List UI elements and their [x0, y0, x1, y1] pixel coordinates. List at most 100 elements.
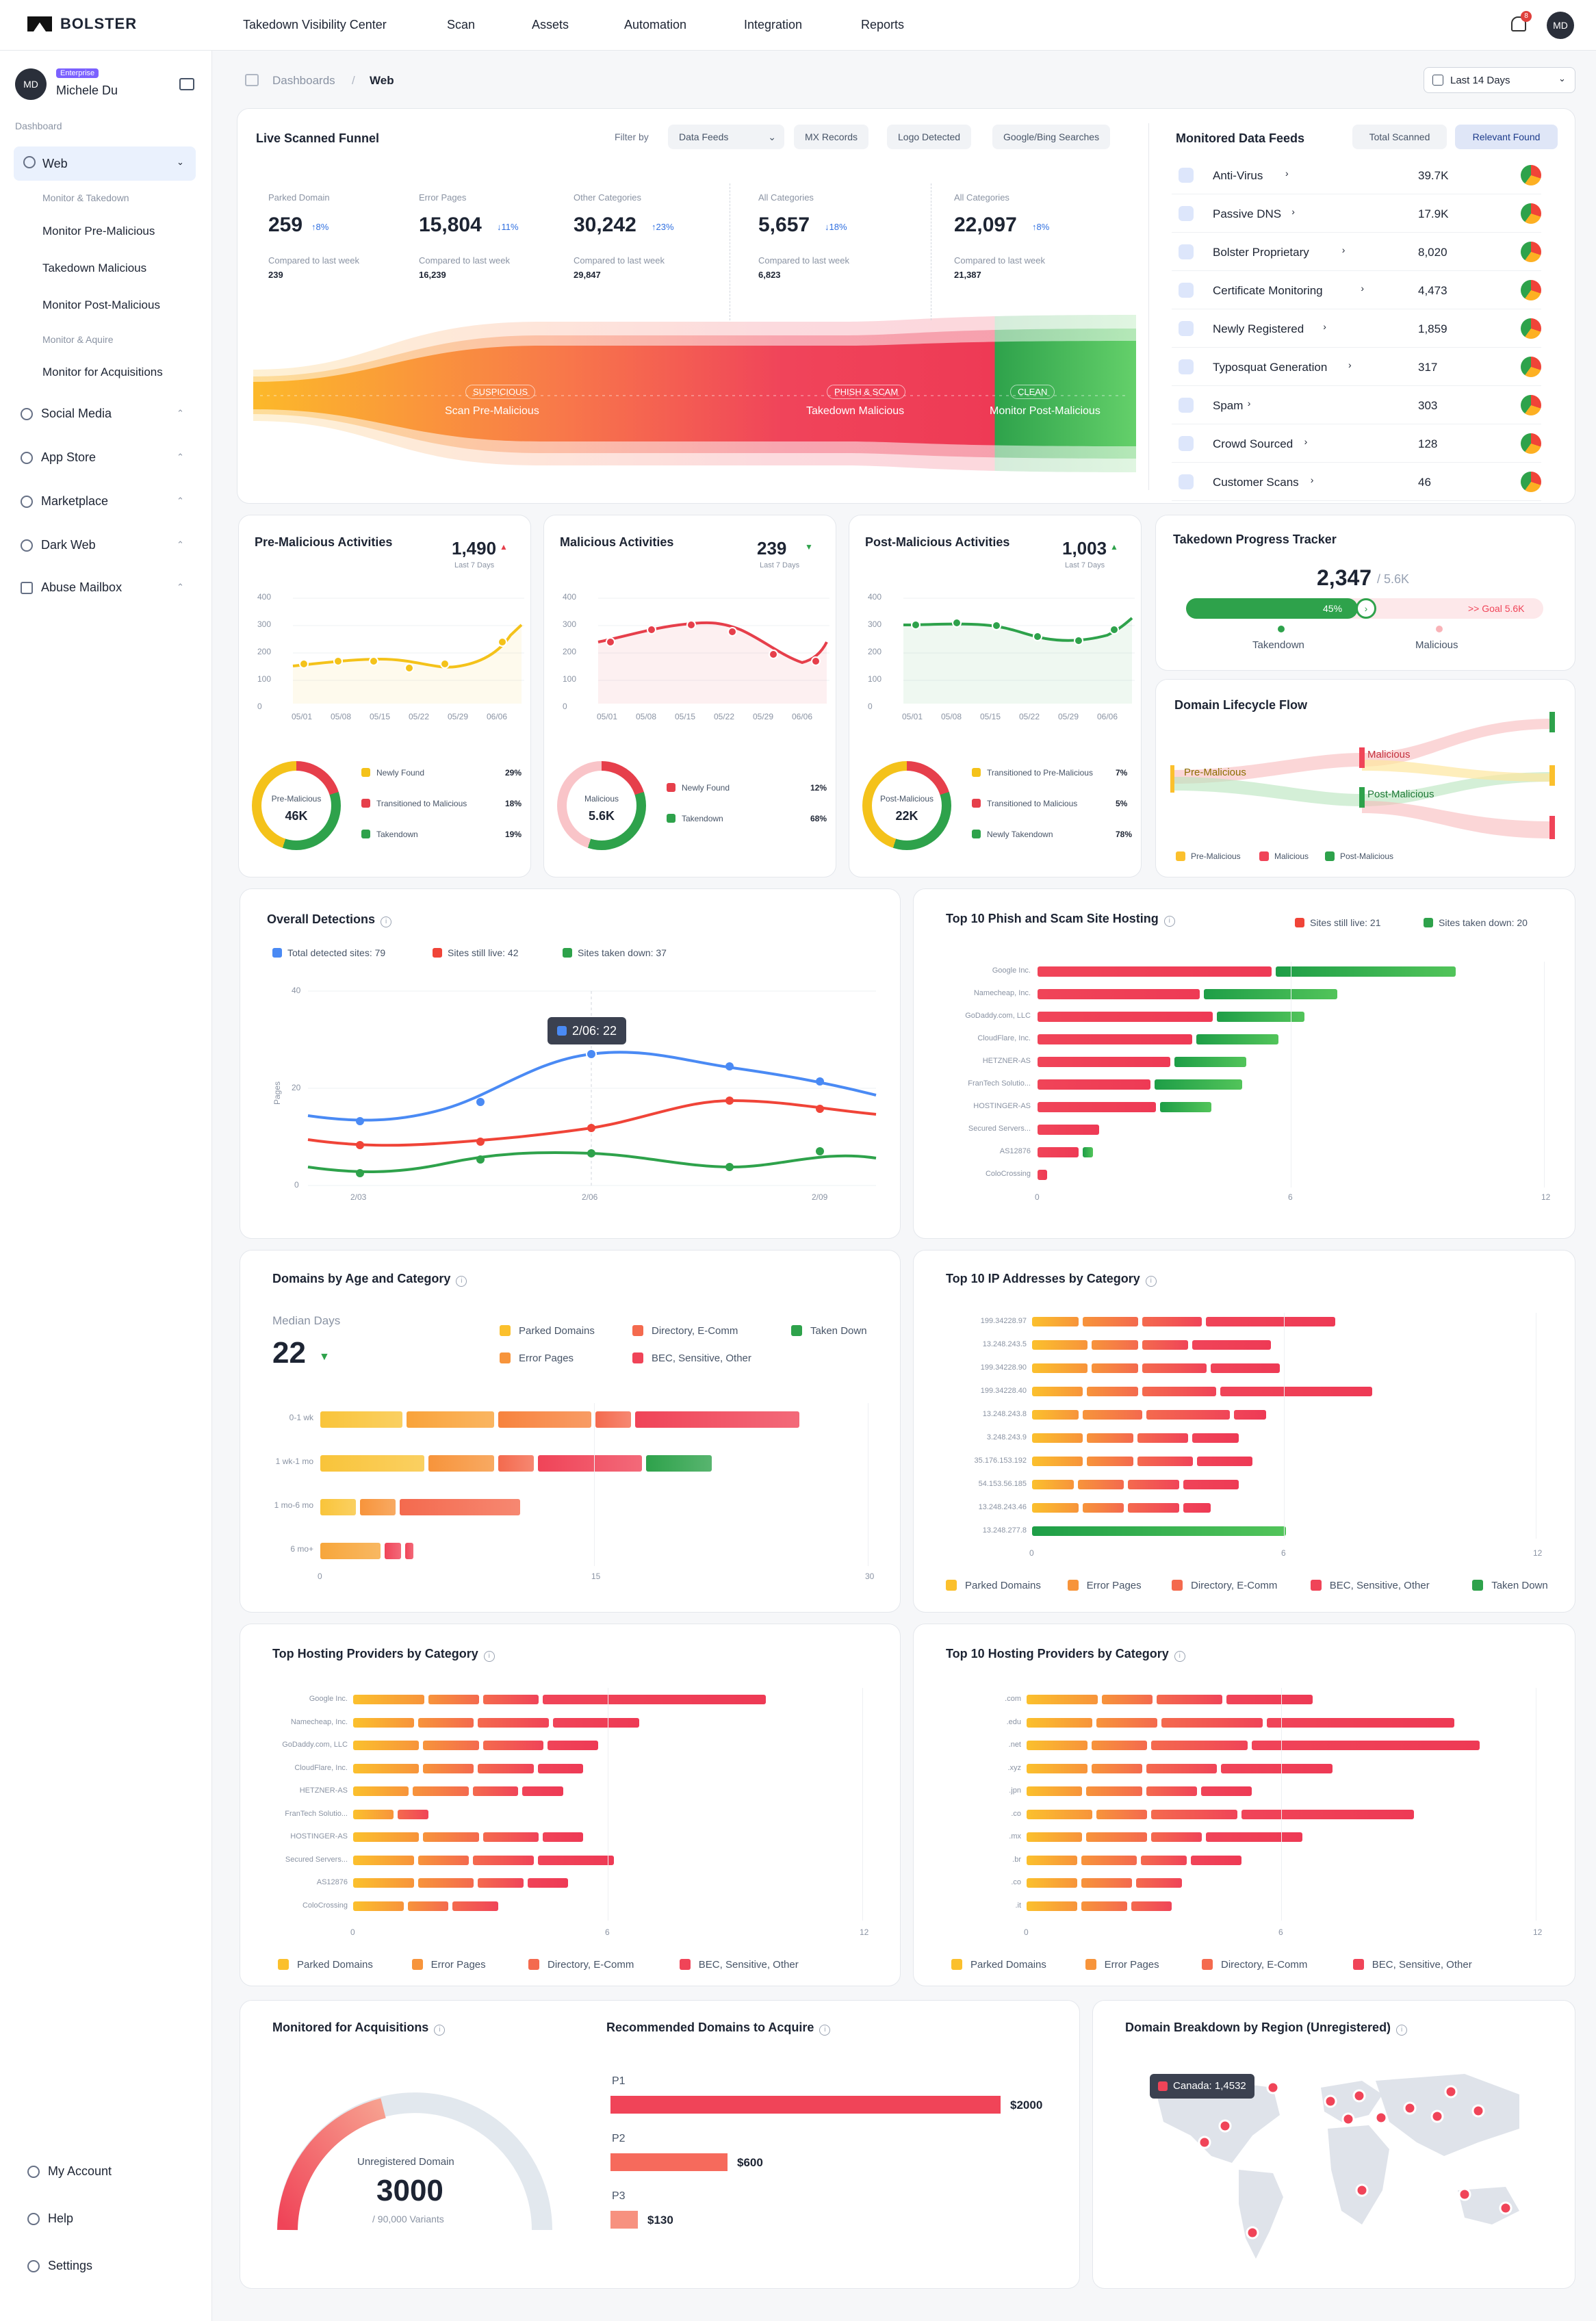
stacked-bar-segment[interactable]: [1027, 1878, 1077, 1888]
stacked-bar-segment[interactable]: [320, 1543, 381, 1559]
stacked-bar-segment[interactable]: [1087, 1433, 1133, 1443]
point[interactable]: [587, 1149, 595, 1157]
stacked-bar-segment[interactable]: [1131, 1901, 1172, 1911]
nav-automation[interactable]: Automation: [624, 18, 687, 31]
feed-row[interactable]: Customer Scans › 46: [1172, 463, 1541, 501]
stacked-bar-segment[interactable]: [1082, 1317, 1138, 1326]
stacked-bar-segment[interactable]: [478, 1763, 534, 1773]
point[interactable]: [952, 618, 962, 628]
point[interactable]: [369, 656, 378, 666]
stacked-bar-segment[interactable]: [353, 1717, 414, 1728]
info-icon[interactable]: i: [381, 916, 392, 927]
feed-row[interactable]: Passive DNS › 17.9K: [1172, 194, 1541, 233]
stacked-bar-segment[interactable]: [478, 1878, 524, 1888]
stacked-bar-segment[interactable]: [482, 1832, 539, 1842]
stacked-bar-segment[interactable]: [1128, 1480, 1179, 1489]
stacked-bar-segment[interactable]: [1200, 1786, 1252, 1796]
feed-row[interactable]: Anti-Virus › 39.7K: [1172, 156, 1541, 194]
stacked-bar-segment[interactable]: [1083, 1147, 1094, 1157]
stacked-bar-segment[interactable]: [1251, 1741, 1480, 1750]
feed-row[interactable]: Certificate Monitoring › 4,473: [1172, 271, 1541, 309]
info-icon[interactable]: i: [1396, 2025, 1408, 2036]
point[interactable]: [769, 650, 778, 659]
stacked-bar-segment[interactable]: [1192, 1433, 1239, 1443]
stacked-bar-segment[interactable]: [1032, 1340, 1087, 1350]
point[interactable]: [811, 656, 821, 666]
stacked-bar-segment[interactable]: [1151, 1832, 1202, 1842]
sidebar-avatar[interactable]: MD: [15, 68, 47, 100]
stacked-bar-segment[interactable]: [353, 1695, 424, 1704]
stacked-bar-segment[interactable]: [1211, 1363, 1280, 1373]
point[interactable]: [440, 659, 450, 669]
stacked-bar-segment[interactable]: [1191, 1855, 1241, 1865]
stacked-bar-segment[interactable]: [548, 1741, 599, 1750]
stacked-bar-segment[interactable]: [1027, 1741, 1087, 1750]
info-icon[interactable]: i: [434, 2025, 446, 2036]
stacked-bar-segment[interactable]: [417, 1878, 474, 1888]
stacked-bar-segment[interactable]: [1032, 1363, 1087, 1373]
stacked-bar-segment[interactable]: [1091, 1763, 1142, 1773]
point[interactable]: [816, 1105, 824, 1113]
point[interactable]: [476, 1155, 485, 1164]
stacked-bar-segment[interactable]: [1032, 1480, 1074, 1489]
point[interactable]: [476, 1138, 485, 1146]
sidebar-item-web[interactable]: Web ⌄: [14, 146, 196, 181]
feed-row[interactable]: Newly Registered › 1,859: [1172, 309, 1541, 348]
stacked-bar-segment[interactable]: [1174, 1057, 1247, 1067]
feed-row[interactable]: Typosquat Generation › 317: [1172, 348, 1541, 386]
info-icon[interactable]: i: [819, 2025, 831, 2036]
stacked-bar-segment[interactable]: [1142, 1387, 1216, 1396]
stage-name[interactable]: Takedown Malicious: [806, 405, 905, 417]
stage-name[interactable]: Scan Pre-Malicious: [445, 405, 539, 417]
stacked-bar-segment[interactable]: [353, 1809, 394, 1819]
stacked-bar-segment[interactable]: [552, 1717, 639, 1728]
user-avatar[interactable]: MD: [1547, 12, 1574, 39]
stacked-bar-segment[interactable]: [1141, 1855, 1187, 1865]
stacked-bar-segment[interactable]: [1151, 1741, 1248, 1750]
stacked-bar-segment[interactable]: [1196, 1034, 1278, 1044]
nav-scan[interactable]: Scan: [447, 18, 476, 31]
stacked-bar-segment[interactable]: [1142, 1363, 1207, 1373]
stacked-bar-segment[interactable]: [1038, 1012, 1213, 1022]
tab-total-scanned[interactable]: Total Scanned: [1352, 125, 1447, 149]
stacked-bar-segment[interactable]: [646, 1455, 712, 1472]
stacked-bar-segment[interactable]: [595, 1411, 631, 1428]
stacked-bar-segment[interactable]: [1032, 1317, 1079, 1326]
nav-reports[interactable]: Reports: [861, 18, 905, 31]
stacked-bar-segment[interactable]: [1221, 1763, 1333, 1773]
stacked-bar-segment[interactable]: [1027, 1901, 1077, 1911]
recommend-bar[interactable]: [610, 2153, 728, 2171]
stacked-bar-segment[interactable]: [428, 1455, 494, 1472]
breadcrumb-root[interactable]: Dashboards: [272, 74, 335, 87]
stacked-bar-segment[interactable]: [353, 1878, 414, 1888]
info-icon[interactable]: i: [1174, 1651, 1185, 1662]
stacked-bar-segment[interactable]: [472, 1786, 519, 1796]
stacked-bar-segment[interactable]: [1027, 1763, 1087, 1773]
stacked-bar-segment[interactable]: [635, 1411, 799, 1428]
stacked-bar-segment[interactable]: [452, 1901, 498, 1911]
stacked-bar-segment[interactable]: [1101, 1695, 1153, 1704]
filter-select[interactable]: Data Feeds ⌄: [668, 125, 784, 149]
point[interactable]: [816, 1077, 824, 1086]
stacked-bar-segment[interactable]: [478, 1717, 549, 1728]
sidebar-item-social[interactable]: Social Media: [21, 407, 112, 421]
sidebar-item-monitor-post[interactable]: Monitor Post-Malicious: [42, 298, 160, 311]
sidebar-item-darkweb[interactable]: Dark Web: [21, 538, 96, 552]
sidebar-item-takedown-malicious[interactable]: Takedown Malicious: [42, 261, 147, 274]
sidebar-item-monitor-pre[interactable]: Monitor Pre-Malicious: [42, 225, 155, 238]
stacked-bar-segment[interactable]: [1183, 1503, 1211, 1513]
point[interactable]: [299, 659, 309, 669]
stacked-bar-segment[interactable]: [1038, 1079, 1151, 1090]
stacked-bar-segment[interactable]: [423, 1741, 479, 1750]
stacked-bar-segment[interactable]: [1038, 1034, 1192, 1044]
point[interactable]: [725, 1097, 734, 1105]
stacked-bar-segment[interactable]: [1027, 1717, 1093, 1728]
stacked-bar-segment[interactable]: [1038, 1102, 1156, 1112]
brand-logo[interactable]: BOLSTER: [27, 15, 137, 33]
stacked-bar-segment[interactable]: [1096, 1717, 1157, 1728]
stacked-bar-segment[interactable]: [498, 1455, 534, 1472]
stacked-bar-segment[interactable]: [1038, 1125, 1100, 1135]
stacked-bar-segment[interactable]: [423, 1832, 479, 1842]
stacked-bar-segment[interactable]: [1038, 1147, 1079, 1157]
stacked-bar-segment[interactable]: [1146, 1786, 1197, 1796]
